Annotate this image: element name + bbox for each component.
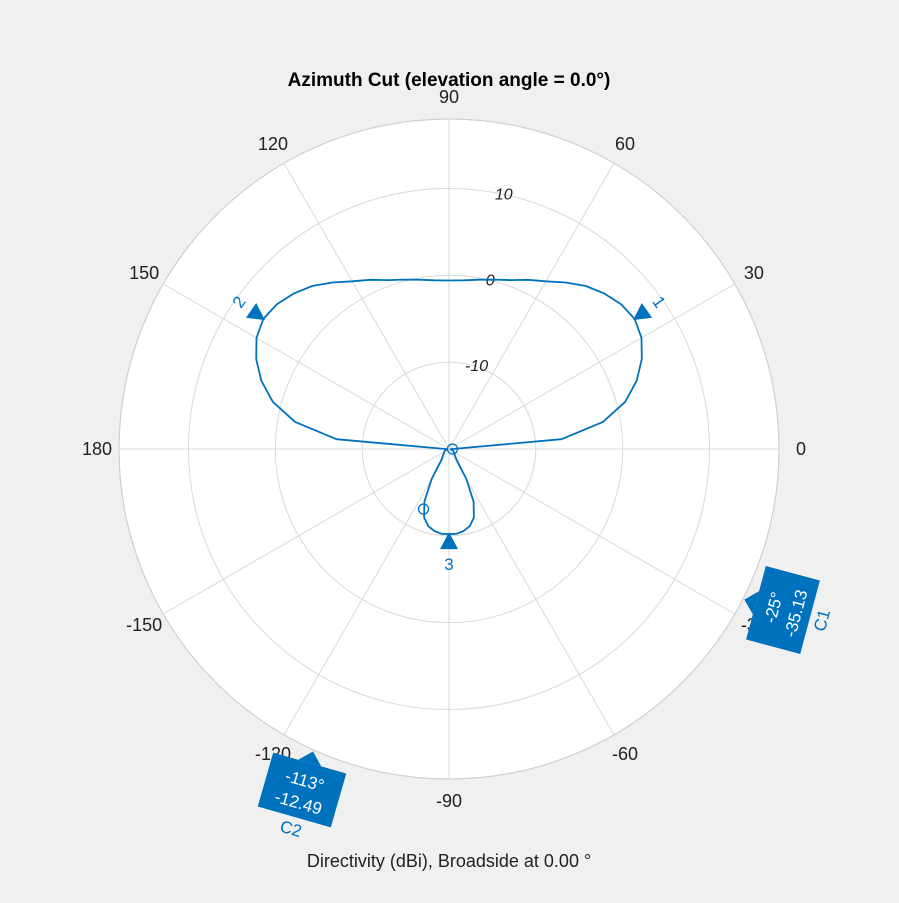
angle-tick-label: 120: [258, 134, 288, 154]
null-marker: [417, 503, 430, 515]
peak-marker-label: 3: [444, 555, 453, 574]
angle-tick-label: 30: [744, 263, 764, 283]
grid-spoke: [448, 448, 615, 736]
cursor-box: [257, 752, 347, 828]
radial-tick-labels: -10 0 10: [465, 187, 513, 376]
peak-marker: [440, 532, 458, 550]
peak-marker: [633, 303, 653, 321]
cursor-name: C1: [810, 608, 834, 634]
angle-tick-label: 60: [615, 134, 635, 154]
grid-spoke: [162, 448, 450, 615]
grid-spoke: [448, 162, 615, 450]
angle-tick-label: -60: [612, 744, 638, 764]
null-marker: [446, 443, 459, 455]
angle-tick-label: 180: [82, 439, 112, 459]
peak-marker: [245, 303, 265, 321]
chart-title: Azimuth Cut (elevation angle = 0.0°): [288, 70, 611, 91]
radial-tick-label: 0: [486, 272, 495, 289]
radial-tick-label: -10: [465, 358, 488, 375]
angle-tick-label: 0: [796, 439, 806, 459]
angle-tick-label: 150: [129, 263, 159, 283]
cursor-pointer: [744, 591, 760, 615]
angle-tick-label: -90: [436, 791, 462, 811]
cursor-pointer: [298, 751, 322, 767]
cursor-box: [746, 566, 820, 654]
axis-label: Directivity (dBi), Broadside at 0.00 °: [307, 851, 591, 871]
grid-spoke: [448, 283, 736, 450]
grid-spoke: [162, 283, 450, 450]
polar-grid: [118, 118, 780, 780]
angle-tick-label: 90: [439, 87, 459, 107]
angle-tick-label: -150: [126, 615, 162, 635]
radial-tick-label: 10: [495, 187, 513, 204]
marker-layer: 123: [229, 293, 670, 574]
grid-spoke: [283, 162, 450, 450]
grid-spoke: [283, 448, 450, 736]
grid-spoke: [448, 448, 736, 615]
